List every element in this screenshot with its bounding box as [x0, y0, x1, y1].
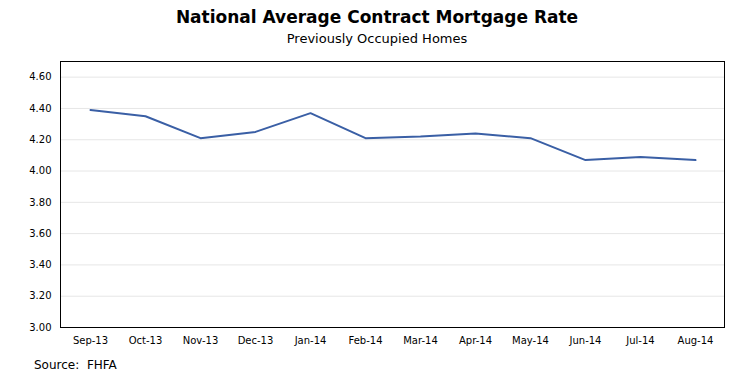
html-text:Source: FHFA: Source: FHFA [34, 358, 117, 372]
svg-text:3.00: 3.00 [29, 322, 51, 333]
svg-text:Nov-13: Nov-13 [183, 335, 219, 346]
svg-text:Jan-14: Jan-14 [294, 335, 327, 346]
svg-text:4.40: 4.40 [29, 103, 51, 114]
svg-text:Dec-13: Dec-13 [238, 335, 274, 346]
svg-text:Sep-13: Sep-13 [73, 335, 108, 346]
svg-text:Feb-14: Feb-14 [348, 335, 382, 346]
svg-text:3.40: 3.40 [29, 259, 51, 270]
svg-text:Oct-13: Oct-13 [129, 335, 163, 346]
svg-text:3.20: 3.20 [29, 290, 51, 301]
svg-text:4.00: 4.00 [29, 165, 51, 176]
html-text:National Average Contract Mort: National Average Contract Mortgage Rate [175, 7, 579, 27]
svg-text:Apr-14: Apr-14 [459, 335, 492, 346]
svg-text:Mar-14: Mar-14 [403, 335, 438, 346]
svg-text:4.20: 4.20 [29, 134, 51, 145]
svg-text:4.60: 4.60 [29, 71, 51, 82]
html-text:Previously Occupied Homes: Previously Occupied Homes [286, 31, 468, 46]
svg-text:May-14: May-14 [512, 335, 549, 346]
svg-text:Aug-14: Aug-14 [678, 335, 714, 346]
svg-text:Jul-14: Jul-14 [625, 335, 654, 346]
svg-text:3.80: 3.80 [29, 197, 51, 208]
svg-text:Jun-14: Jun-14 [569, 335, 602, 346]
svg-text:3.60: 3.60 [29, 228, 51, 239]
